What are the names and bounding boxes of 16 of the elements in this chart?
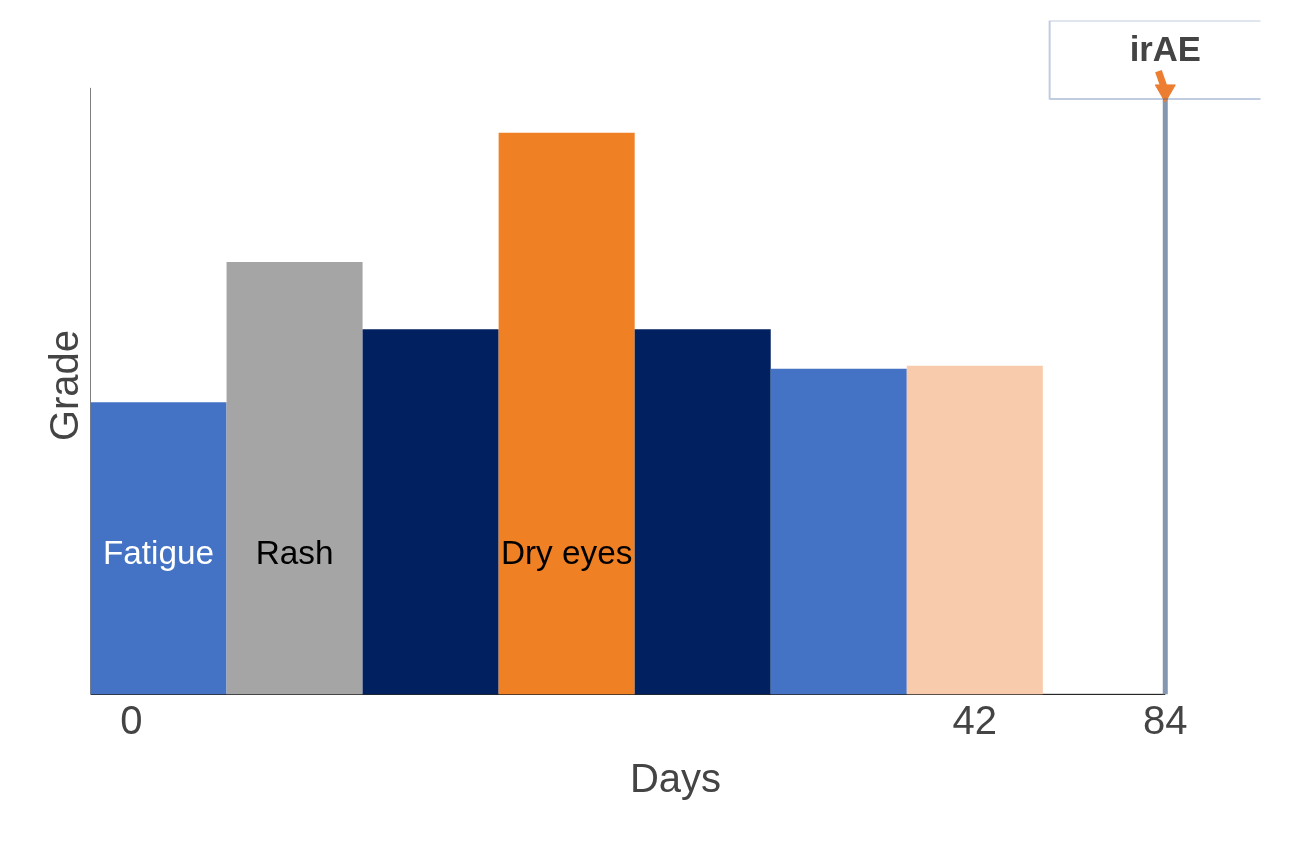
text: irAE — [1129, 29, 1201, 68]
text: 0 — [120, 697, 143, 742]
bar — [226, 261, 363, 695]
x-tick-label: Rash — [255, 533, 334, 571]
text: 42 — [952, 697, 998, 742]
bar — [90, 402, 227, 695]
text: 84 — [1143, 697, 1188, 742]
bar — [362, 329, 499, 695]
y-axis-title: Grade — [41, 329, 86, 442]
bar — [634, 329, 771, 695]
x-axis-title: Days — [629, 755, 722, 800]
bar — [498, 132, 635, 695]
bar — [906, 365, 1043, 695]
x-tick-label: Dry eyes — [500, 533, 633, 571]
bar — [770, 368, 907, 695]
x-tick-label: Fatigue — [102, 533, 215, 571]
